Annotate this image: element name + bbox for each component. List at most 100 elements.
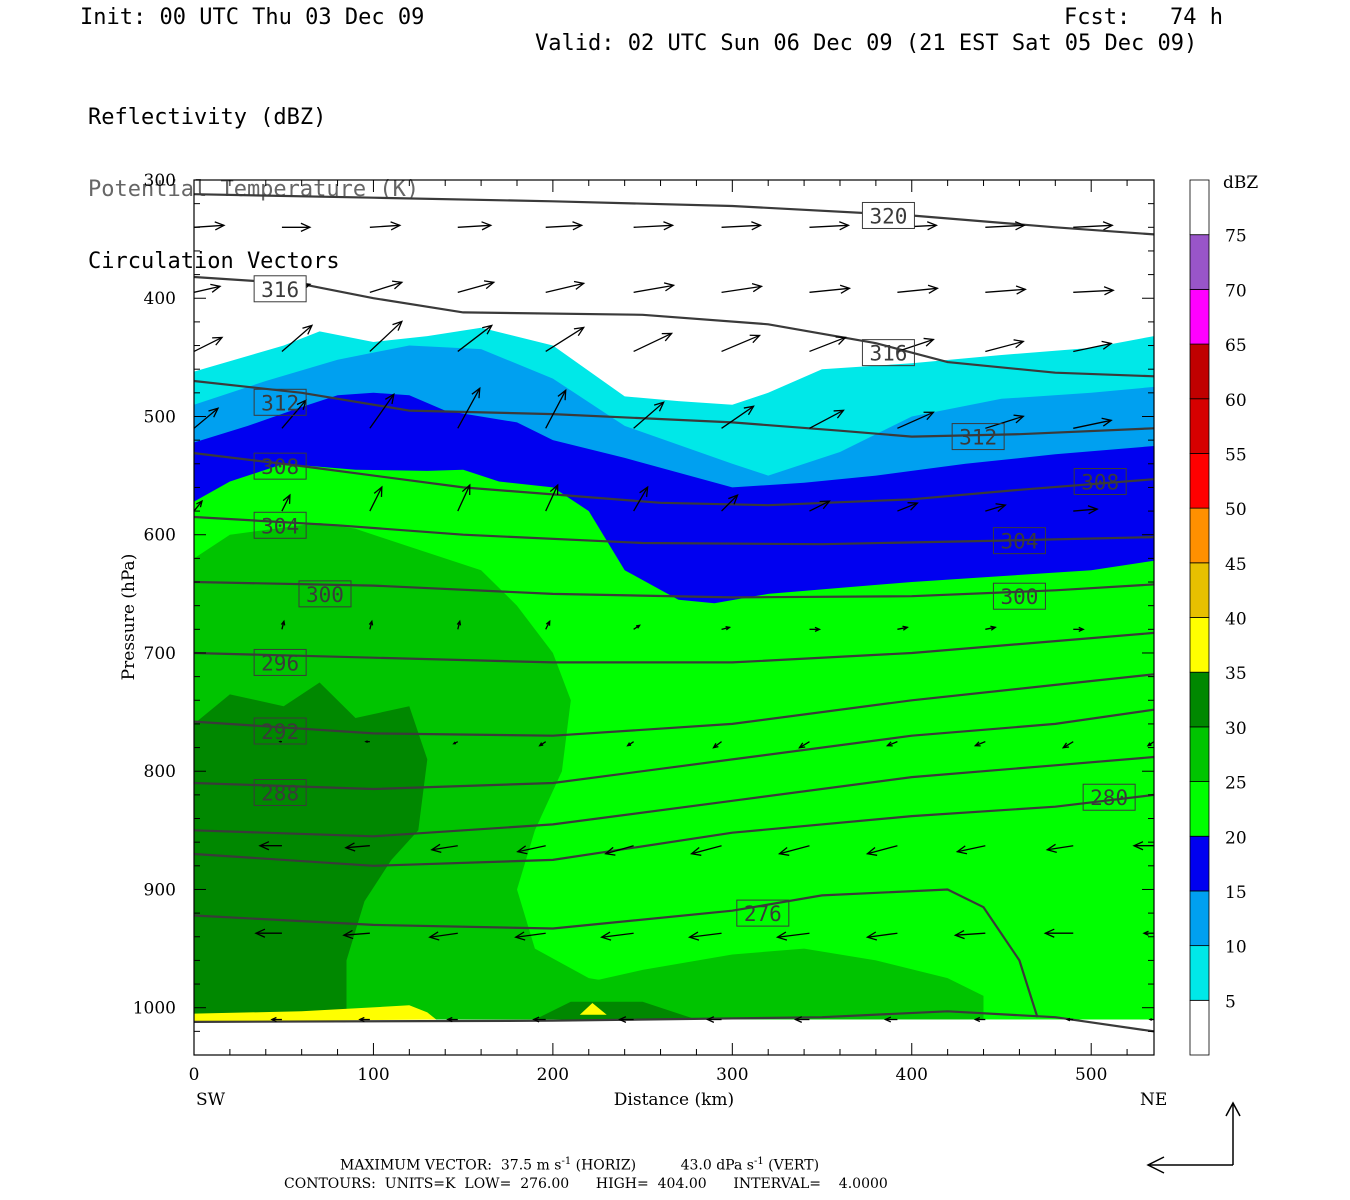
vector-p1010-x535 bbox=[1148, 1018, 1154, 1021]
isentrope-label-296-11: 296 bbox=[253, 648, 307, 676]
colorbar-label-60: 60 bbox=[1225, 391, 1247, 411]
colorbar-box-9 bbox=[1189, 507, 1210, 564]
y-tick-label-600: 600 bbox=[144, 526, 176, 546]
max-vector-note: MAXIMUM VECTOR: 37.5 m s-1 (HORIZ) 43.0 … bbox=[340, 1156, 820, 1174]
colorbar-label-50: 50 bbox=[1225, 500, 1247, 520]
svg-text:312: 312 bbox=[261, 391, 299, 415]
colorbar-box-15 bbox=[1189, 179, 1210, 236]
svg-text:300: 300 bbox=[306, 583, 344, 607]
init-time: Init: 00 UTC Thu 03 Dec 09 bbox=[80, 5, 425, 30]
vector-p1010-x0 bbox=[184, 1018, 194, 1022]
vector-p340-x0 bbox=[194, 221, 226, 231]
x-tick-label-400: 400 bbox=[896, 1065, 928, 1085]
vector-p510-x490 bbox=[1073, 417, 1113, 429]
isentrope-284 bbox=[194, 755, 1154, 838]
vector-p937-x490 bbox=[1043, 928, 1074, 938]
vector-p340-x441 bbox=[985, 221, 1026, 231]
y-tick-label-900: 900 bbox=[144, 880, 176, 900]
vector-p510-x294 bbox=[721, 405, 755, 429]
vector-p680-x196 bbox=[545, 619, 551, 630]
vector-p680-x535 bbox=[1154, 628, 1162, 631]
colorbar-unit: dBZ bbox=[1223, 173, 1258, 193]
vector-p445-x490 bbox=[1073, 340, 1113, 353]
vector-p863-x535 bbox=[1132, 841, 1154, 851]
vector-p395-x535 bbox=[1154, 288, 1174, 296]
vector-p395-x294 bbox=[721, 283, 764, 293]
vector-p445-x535 bbox=[1153, 350, 1154, 352]
vector-p680-x245 bbox=[633, 624, 641, 630]
y-tick-label-1000: 1000 bbox=[133, 999, 176, 1019]
vector-p775-x490 bbox=[1061, 741, 1074, 749]
vector-p863-x98 bbox=[344, 842, 370, 852]
vector-p445-x98 bbox=[369, 320, 404, 352]
vector-p863-x0 bbox=[174, 842, 194, 850]
vector-p863-x490 bbox=[1045, 843, 1074, 853]
vector-p395-x245 bbox=[633, 282, 676, 293]
vector-p580-x441 bbox=[985, 503, 1007, 513]
vector-p395-x343 bbox=[809, 284, 852, 294]
svg-text:280: 280 bbox=[1090, 786, 1128, 810]
vector-p340-x196 bbox=[545, 221, 584, 231]
vector-p680-x441 bbox=[985, 625, 997, 631]
vector-p445-x0 bbox=[194, 336, 224, 353]
vector-p863-x245 bbox=[604, 845, 634, 856]
vector-p863-x294 bbox=[690, 845, 722, 856]
colorbar-label-40: 40 bbox=[1225, 610, 1247, 630]
vector-p775-x98 bbox=[364, 740, 370, 744]
isentrope-304 bbox=[194, 515, 1154, 546]
colorbar-box-3 bbox=[1189, 835, 1210, 892]
isentrope-label-300-9: 300 bbox=[298, 580, 352, 608]
colorbar-box-11 bbox=[1189, 398, 1210, 454]
vector-p680-x49 bbox=[280, 619, 286, 630]
vector-p580-x147 bbox=[457, 483, 471, 512]
x-end-label-left: SW bbox=[196, 1090, 226, 1110]
x-tick-label-200: 200 bbox=[537, 1065, 569, 1085]
isentrope-label-312-4: 312 bbox=[951, 423, 1005, 451]
vector-p775-x535 bbox=[1146, 741, 1154, 747]
svg-text:316: 316 bbox=[869, 342, 907, 366]
y-tick-label-800: 800 bbox=[144, 762, 176, 782]
vector-p775-x294 bbox=[712, 741, 722, 749]
vector-p340-x49 bbox=[281, 222, 312, 232]
vector-p937-x49 bbox=[254, 928, 282, 938]
svg-text:300: 300 bbox=[1000, 585, 1038, 609]
svg-text:304: 304 bbox=[261, 514, 299, 538]
x-tick-label-0: 0 bbox=[189, 1065, 200, 1085]
vector-p680-x294 bbox=[721, 625, 732, 631]
isentrope-label-316-2: 316 bbox=[861, 339, 915, 367]
vector-p445-x147 bbox=[457, 324, 494, 352]
vector-p1010-x196 bbox=[532, 1016, 546, 1023]
vector-p1010-x343 bbox=[793, 1016, 810, 1023]
vector-p1010-x245 bbox=[618, 1016, 634, 1023]
isentrope-308 bbox=[194, 452, 1154, 507]
vector-p395-x392 bbox=[897, 284, 939, 294]
vector-p340-x147 bbox=[457, 221, 493, 231]
valid-time: Valid: 02 UTC Sun 06 Dec 09 (21 EST Sat … bbox=[535, 31, 1198, 56]
y-tick-label-400: 400 bbox=[144, 289, 176, 309]
svg-text:312: 312 bbox=[959, 426, 997, 450]
vector-p510-x147 bbox=[457, 386, 481, 429]
x-tick-label-100: 100 bbox=[357, 1065, 389, 1085]
colorbar-box-2 bbox=[1189, 890, 1210, 947]
vector-p510-x343 bbox=[809, 409, 845, 429]
vector-p580-x196 bbox=[545, 483, 559, 512]
vector-p340-x490 bbox=[1073, 221, 1114, 231]
vector-p937-x343 bbox=[775, 931, 810, 941]
colorbar-box-14 bbox=[1189, 234, 1210, 290]
vector-p937-x0 bbox=[168, 929, 194, 937]
vector-p863-x147 bbox=[430, 843, 458, 853]
vector-p580-x535 bbox=[1154, 507, 1174, 515]
vector-p937-x392 bbox=[865, 931, 898, 941]
vector-p1010-x49 bbox=[270, 1016, 282, 1023]
vector-p775-x441 bbox=[973, 741, 986, 747]
vector-p937-x196 bbox=[514, 931, 546, 941]
colorbar-label-15: 15 bbox=[1225, 883, 1247, 903]
colorbar-box-1 bbox=[1189, 945, 1210, 1001]
y-tick-label-700: 700 bbox=[144, 644, 176, 664]
svg-text:296: 296 bbox=[261, 651, 299, 675]
vector-p937-x294 bbox=[687, 931, 722, 941]
isentrope-296 bbox=[194, 631, 1154, 664]
vector-p395-x98 bbox=[369, 280, 404, 293]
colorbar-label-20: 20 bbox=[1225, 828, 1247, 848]
colorbar-label-45: 45 bbox=[1225, 555, 1247, 575]
